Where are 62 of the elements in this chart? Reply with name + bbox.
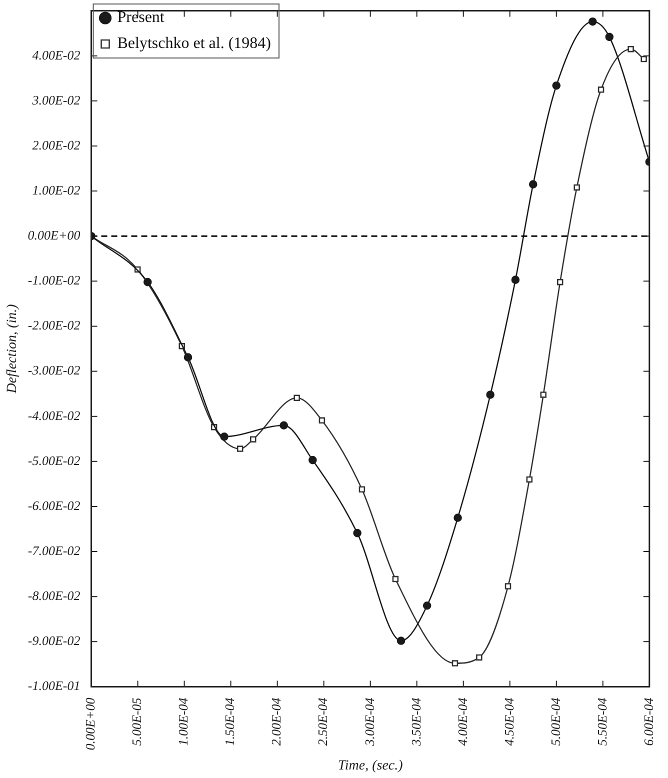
point [504, 583, 512, 590]
y-tick-label: -5.00E-02 [28, 452, 81, 468]
point [358, 486, 366, 492]
y-tick-label: -7.00E-02 [28, 542, 81, 558]
x-tick-label: 5.50E-04 [594, 697, 610, 746]
point [605, 32, 614, 42]
point [574, 184, 580, 191]
point [454, 514, 462, 522]
point [392, 576, 399, 582]
y-tick-label: -3.00E-02 [28, 362, 81, 378]
y-tick-label: -6.00E-02 [28, 498, 81, 513]
point [640, 56, 647, 62]
y-axis-title: Deflection, (in.) [5, 304, 20, 394]
y-tick-label: 1.00E-02 [32, 182, 81, 198]
y-tick-label: -2.00E-02 [28, 318, 81, 333]
x-tick-label: 2.50E-04 [315, 697, 330, 746]
point [540, 392, 546, 398]
x-tick-label: 4.50E-04 [501, 697, 516, 746]
x-tick-label: 5.00E-05 [129, 697, 144, 746]
point [280, 421, 288, 430]
point [318, 417, 326, 424]
point [598, 86, 604, 93]
x-tick-label: 5.00E-04 [548, 697, 563, 746]
point [250, 436, 256, 442]
point [552, 81, 561, 90]
y-tick-label: -9.00E-02 [28, 633, 81, 648]
point [143, 278, 152, 286]
point [476, 654, 482, 661]
y-tick-label: -8.00E-02 [28, 588, 81, 604]
point [422, 601, 432, 610]
point [528, 180, 538, 188]
point [308, 456, 317, 464]
point [396, 636, 406, 645]
point [588, 17, 597, 26]
legend-label: Present [117, 9, 165, 26]
point [220, 432, 228, 441]
x-axis-title: Time, (sec.) [338, 758, 404, 774]
point [236, 446, 244, 452]
legend-label: Belytschko et al. (1984) [117, 35, 272, 52]
y-tick-label: 2.00E-02 [32, 137, 81, 152]
y-tick-label: -1.00E-01 [28, 678, 80, 694]
x-tick-label: 3.50E-04 [408, 697, 424, 747]
point [452, 660, 458, 666]
y-tick-label: -4.00E-02 [28, 408, 81, 423]
x-tick-label: 6.00E-04 [640, 697, 656, 746]
point [526, 476, 533, 483]
point [628, 46, 634, 52]
y-tick-label: 0.00E+00 [28, 228, 81, 243]
y-tick-label: -1.00E-02 [28, 272, 81, 288]
point [294, 394, 300, 402]
point [486, 390, 494, 399]
point [184, 353, 192, 362]
x-tick-label: 2.00E-04 [268, 697, 284, 746]
point [353, 528, 362, 538]
x-tick-label: 4.00E-04 [454, 697, 470, 746]
y-tick-label: 4.00E-02 [32, 47, 81, 62]
point [556, 278, 564, 286]
x-tick-label: 3.00E-04 [362, 697, 377, 747]
x-tick-label: 1.50E-04 [222, 697, 238, 746]
x-tick-label: 1.00E-04 [176, 697, 191, 746]
point [511, 276, 520, 284]
y-tick-label: 3.00E-02 [31, 92, 81, 108]
